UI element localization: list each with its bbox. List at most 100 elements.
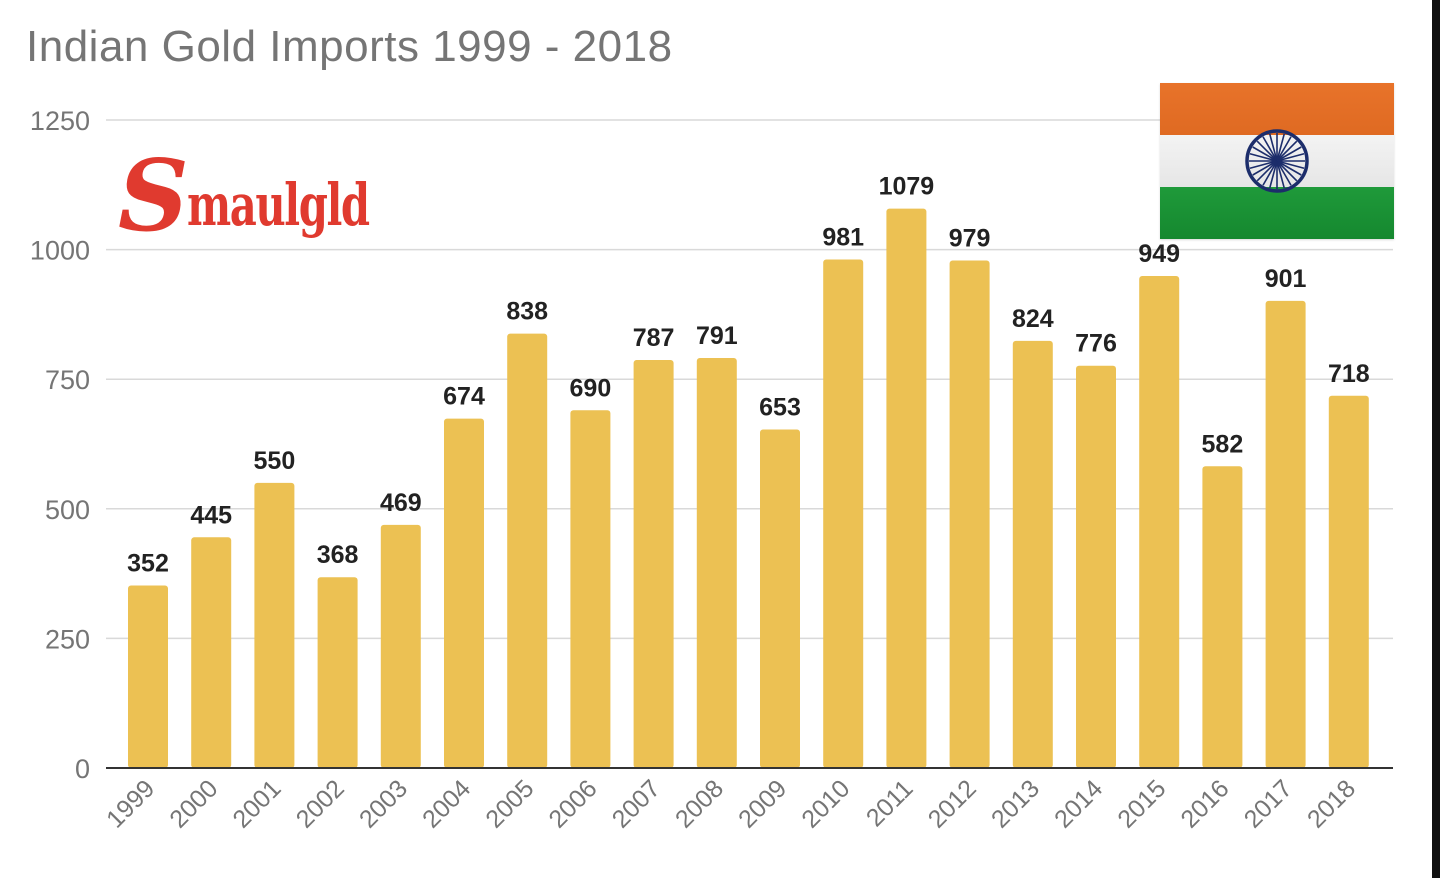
- bar-2017: [1265, 300, 1306, 768]
- chakra-rim: [1245, 129, 1309, 193]
- window-edge: [1432, 0, 1440, 878]
- x-tick-label-2003: 2003: [354, 774, 413, 833]
- x-tick-label-2009: 2009: [733, 774, 792, 833]
- y-tick-label: 250: [45, 624, 90, 654]
- flag-white-stripe: [1160, 129, 1394, 193]
- chakra-spoke: [1256, 140, 1278, 162]
- x-tick-label-2007: 2007: [607, 774, 666, 833]
- x-tick-label-2011: 2011: [861, 774, 919, 832]
- x-tick-label-2012: 2012: [923, 774, 982, 833]
- x-axis-ticks: 1999 2000 2001 2002 2003 2004 2005 2006 2007 2008…: [101, 774, 1361, 833]
- x-tick-label-1999: 1999: [101, 774, 160, 833]
- chakra-spoke: [1276, 160, 1286, 189]
- x-tick-label-2013: 2013: [986, 774, 1045, 833]
- y-tick-label: 0: [75, 754, 90, 784]
- data-label-2002: 368: [317, 541, 359, 569]
- data-label-2006: 690: [570, 374, 612, 402]
- data-label-2003: 469: [380, 489, 422, 517]
- bar-2016: [1202, 466, 1243, 768]
- bar-2004: [444, 418, 484, 768]
- data-labels: 352 445 550 368 469 674 838 690 787 791 653 981 1079…: [127, 173, 1370, 578]
- x-tick-label-2001: 2001: [228, 774, 287, 833]
- chakra-spoke: [1268, 133, 1278, 162]
- x-tick-label-2000: 2000: [164, 774, 223, 833]
- data-label-2012: 979: [949, 224, 991, 252]
- bar-2001: [254, 482, 295, 768]
- chakra-spoke: [1276, 160, 1292, 186]
- x-tick-label-2005: 2005: [480, 774, 539, 833]
- data-label-2004: 674: [443, 383, 485, 411]
- chakra-spoke: [1252, 160, 1278, 176]
- x-tick-label-2018: 2018: [1302, 774, 1361, 833]
- x-tick-label-2008: 2008: [670, 774, 729, 833]
- chakra-spoke: [1252, 146, 1278, 162]
- y-tick-label: 1000: [30, 236, 90, 266]
- bar-2014: [1076, 365, 1116, 768]
- bar-2005: [507, 333, 548, 768]
- chakra-spoke: [1268, 160, 1278, 189]
- data-label-2005: 838: [506, 298, 548, 326]
- bar-2012: [949, 260, 990, 768]
- data-label-2008: 791: [696, 322, 738, 350]
- data-label-2015: 949: [1138, 240, 1180, 268]
- chakra-spoke: [1262, 136, 1278, 162]
- flag-green-stripe: [1160, 187, 1394, 239]
- x-tick-label-2016: 2016: [1176, 774, 1235, 833]
- y-axis-ticks: 0 250 500 750 1000 1250: [30, 106, 90, 784]
- x-tick-label-2010: 2010: [796, 774, 855, 833]
- x-tick-label-2015: 2015: [1112, 774, 1171, 833]
- bar-2015: [1139, 276, 1180, 768]
- bars: [128, 208, 1369, 769]
- smaulgld-logo: S maulgld: [118, 139, 440, 254]
- data-label-2018: 718: [1328, 360, 1370, 388]
- chart-title: Indian Gold Imports 1999 - 2018: [26, 22, 673, 71]
- bar-2003: [380, 524, 421, 768]
- chakra-spoke: [1276, 160, 1305, 170]
- y-tick-label: 1250: [30, 106, 90, 136]
- flag-saffron-stripe: [1160, 83, 1394, 135]
- x-tick-label-2006: 2006: [544, 774, 603, 833]
- bar-2000: [191, 537, 232, 768]
- chakra-spoke: [1276, 140, 1298, 162]
- bar-2002: [317, 577, 358, 768]
- chakra-spoke: [1276, 133, 1286, 162]
- logo-wordmark: maulgld: [186, 171, 370, 239]
- bar-2009: [760, 429, 800, 768]
- data-label-2017: 901: [1265, 265, 1307, 293]
- india-flag-icon: [1160, 83, 1394, 239]
- data-label-2014: 776: [1075, 330, 1117, 358]
- logo-initial: S: [118, 139, 189, 254]
- data-label-1999: 352: [127, 550, 169, 578]
- bar-2011: [886, 208, 927, 769]
- chakra-spoke: [1276, 160, 1298, 182]
- data-label-2010: 981: [822, 223, 864, 251]
- bar-2010: [823, 259, 864, 768]
- x-tick-label-2014: 2014: [1049, 774, 1108, 833]
- data-label-2013: 824: [1012, 305, 1054, 333]
- chakra-spoke: [1249, 160, 1278, 170]
- data-label-2009: 653: [759, 393, 801, 421]
- chakra-spoke: [1276, 146, 1302, 162]
- y-tick-label: 500: [45, 495, 90, 525]
- x-tick-label-2004: 2004: [417, 774, 476, 833]
- chakra-spoke: [1276, 136, 1292, 162]
- data-label-2016: 582: [1202, 430, 1244, 458]
- x-tick-label-2017: 2017: [1239, 774, 1298, 833]
- bar-2006: [570, 410, 611, 768]
- data-label-2007: 787: [633, 324, 675, 352]
- bar-2008: [696, 357, 737, 768]
- data-label-2011: 1079: [879, 173, 935, 201]
- bar-1999: [128, 585, 168, 768]
- x-tick-label-2002: 2002: [291, 774, 350, 833]
- ashoka-chakra-icon: [1245, 129, 1309, 193]
- chakra-spoke: [1262, 160, 1278, 186]
- y-tick-label: 750: [45, 365, 90, 395]
- chakra-spoke: [1276, 160, 1302, 176]
- bar-2013: [1012, 340, 1053, 768]
- chakra-spoke: [1249, 152, 1278, 162]
- data-label-2000: 445: [190, 501, 232, 529]
- bar-2007: [633, 360, 674, 768]
- chakra-spoke: [1276, 152, 1305, 162]
- data-label-2001: 550: [254, 447, 296, 475]
